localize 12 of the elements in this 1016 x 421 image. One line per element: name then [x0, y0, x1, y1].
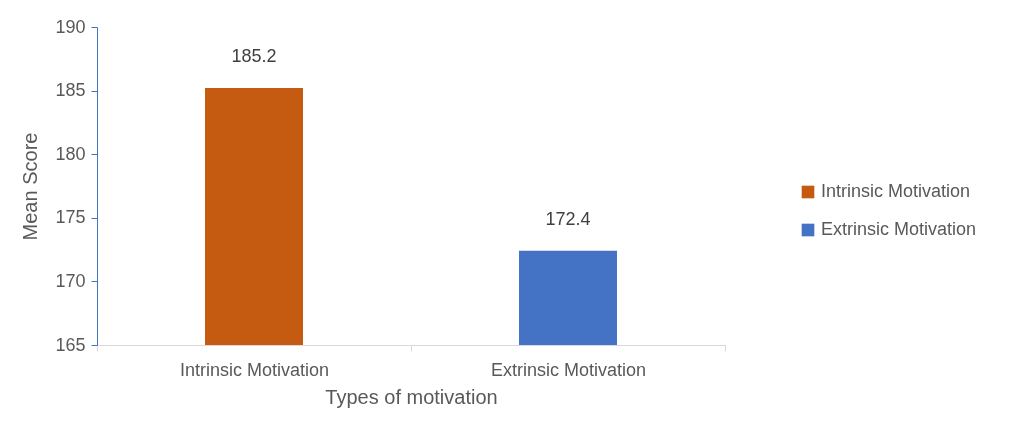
legend-label: Intrinsic Motivation	[821, 181, 971, 201]
y-tick-label: 165	[55, 334, 86, 355]
data-label: 172.4	[545, 208, 591, 229]
y-tick-label: 190	[55, 16, 86, 37]
y-tick-label: 180	[55, 143, 86, 164]
y-tick-label: 185	[55, 80, 86, 101]
x-axis-title: Types of motivation	[325, 385, 498, 408]
legend-label: Extrinsic Motivation	[821, 219, 977, 239]
y-tick-label: 170	[55, 270, 86, 291]
y-axis-title: Mean Score	[19, 132, 42, 241]
y-tick-label: 175	[55, 207, 86, 228]
data-label: 185.2	[231, 46, 277, 67]
